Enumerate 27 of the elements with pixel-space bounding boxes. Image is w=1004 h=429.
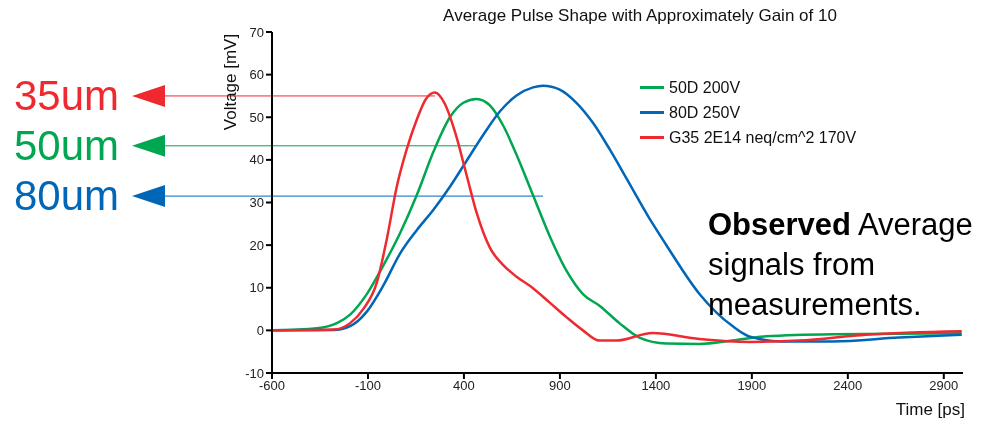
x-tick-label: 400	[453, 378, 475, 394]
chart-title: Average Pulse Shape with Approximately Gain of 10	[442, 6, 838, 26]
y-tick-label: 70	[249, 24, 264, 40]
x-axis-title: Time [ps]	[895, 400, 965, 419]
y-tick-label: -10	[245, 365, 264, 381]
legend-label: 80D 250V	[669, 104, 741, 121]
legend-label: G35 2E14 neq/cm^2 170V	[669, 129, 857, 146]
ref-line-label: 80um	[14, 172, 120, 220]
x-tick-label: -100	[354, 378, 381, 394]
y-tick-label: 20	[249, 237, 264, 253]
y-axis-title: Voltage [mV]	[221, 33, 241, 131]
x-tick-label: -600	[258, 378, 286, 394]
y-tick-label: 0	[256, 322, 264, 338]
y-tick-label: 40	[249, 152, 264, 168]
x-tick-label: 2900	[929, 378, 959, 394]
ref-line-label: 50um	[14, 121, 120, 169]
y-tick-label: 60	[249, 67, 264, 83]
x-tick-label: 900	[549, 378, 571, 394]
y-tick-label: 50	[249, 109, 264, 125]
y-tick-label: 30	[249, 195, 264, 211]
y-tick-label: 10	[249, 280, 264, 296]
legend-label: 50D 200V	[669, 79, 741, 96]
x-tick-label: 2400	[833, 378, 863, 394]
annotation: Observed Average signals from measurements.	[708, 206, 974, 324]
x-tick-label: 1400	[641, 378, 671, 394]
x-tick-label: 1900	[737, 378, 767, 394]
ref-line-label: 35um	[14, 71, 120, 119]
